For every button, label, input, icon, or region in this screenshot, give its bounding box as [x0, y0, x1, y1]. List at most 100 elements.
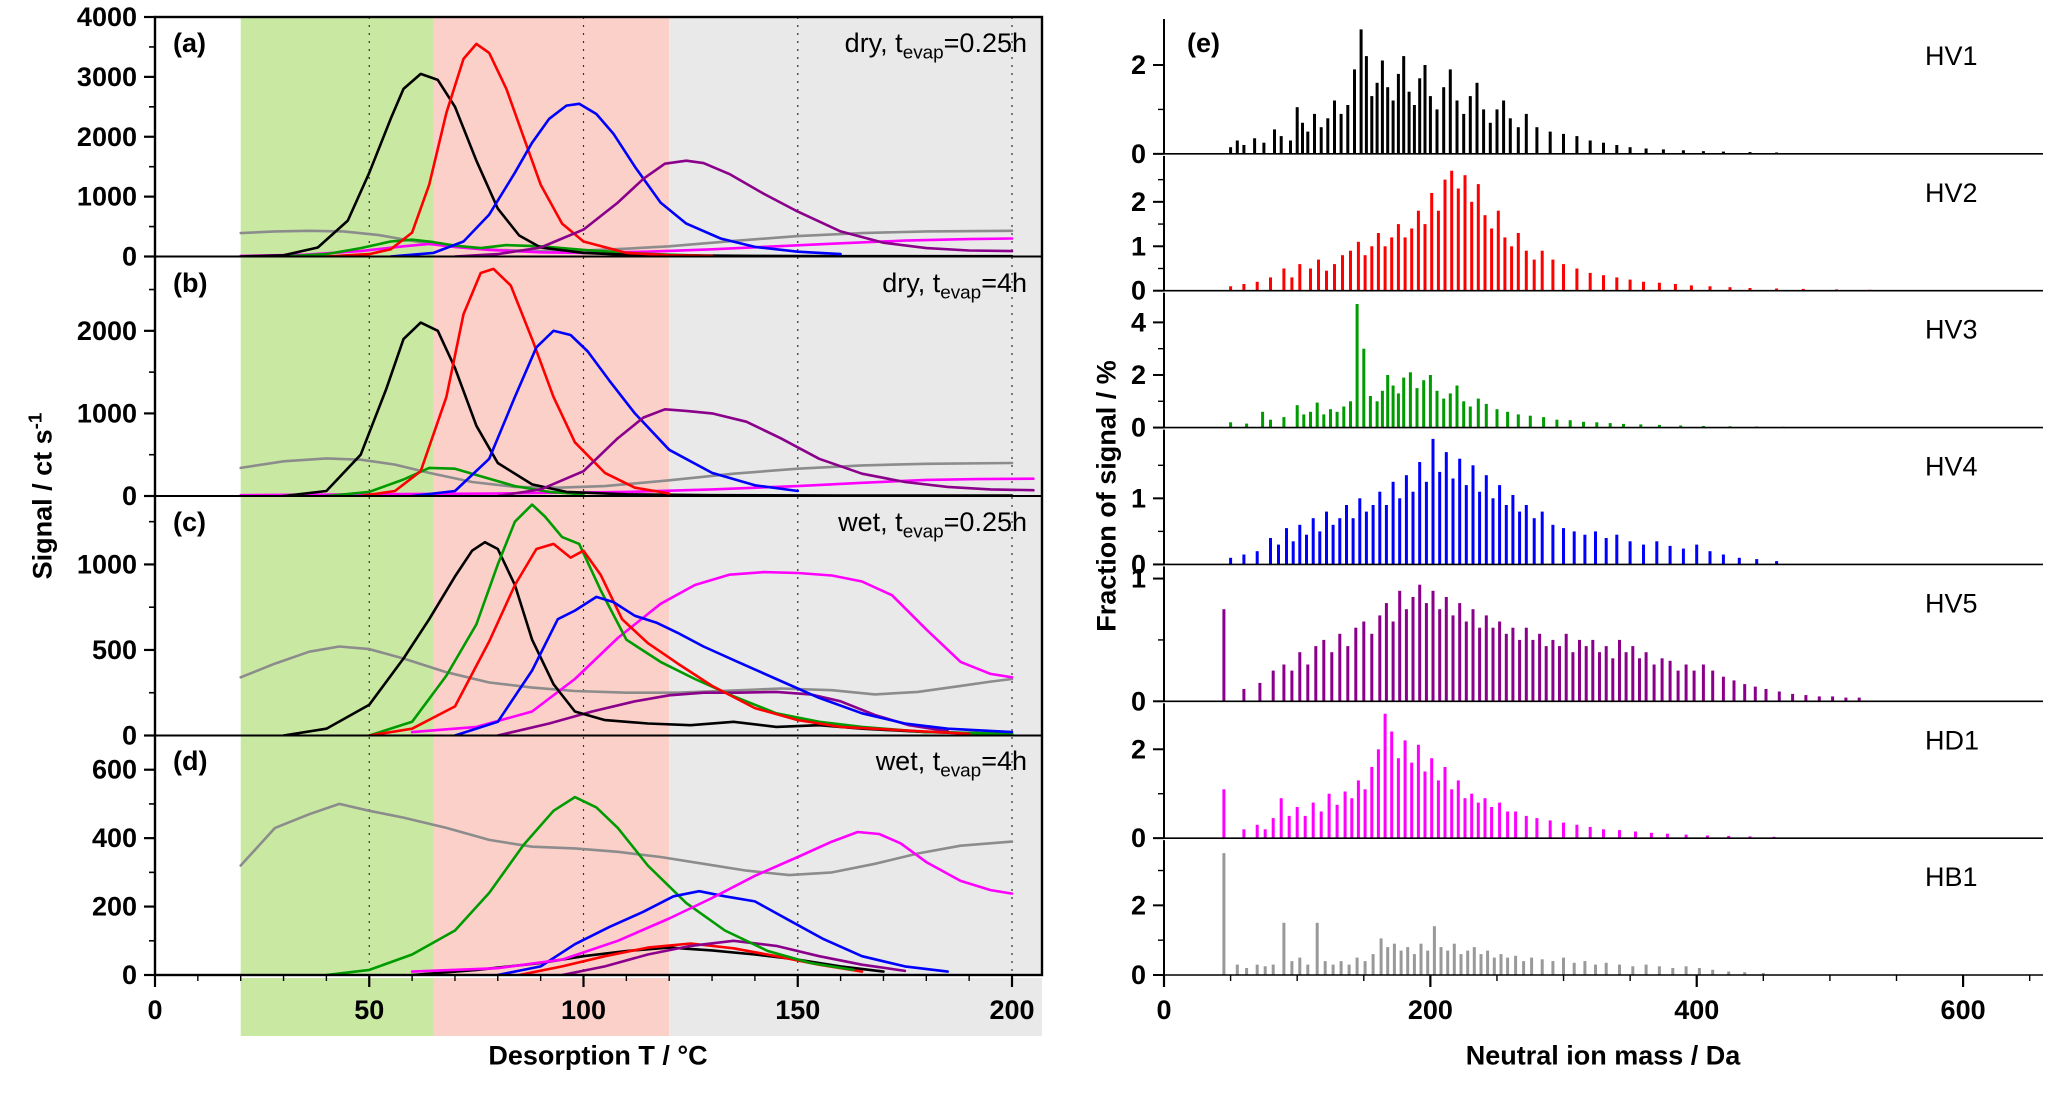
y-tick-label: 400 — [92, 823, 137, 853]
spectrum-bar — [1255, 551, 1259, 565]
x-tick-label: 150 — [775, 995, 820, 1025]
y-tick-label: 2000 — [77, 122, 137, 152]
spectrum-bar — [1572, 962, 1576, 975]
spectrum-bar — [1407, 91, 1411, 154]
y-tick-label: 0 — [122, 481, 137, 511]
spectrum-bar — [1436, 780, 1440, 839]
spectrum-bar — [1532, 259, 1536, 291]
series-red — [367, 542, 971, 736]
spectrum-bar — [1484, 475, 1488, 565]
spectrum-bar — [1331, 964, 1335, 975]
spectrum-bar — [1495, 109, 1499, 154]
background-band-axis-strip — [433, 978, 670, 1036]
y-axis-title-left-main: Signal / ct s — [27, 429, 58, 580]
spectrum-bar — [1306, 664, 1310, 702]
annotation-a-prefix: dry, t — [844, 28, 903, 58]
spectrum-bar — [1269, 538, 1272, 565]
y-tick-label: 0 — [122, 721, 137, 751]
spectrum-bar — [1412, 954, 1416, 975]
y-tick-label: 0 — [1131, 960, 1146, 990]
y-tick-label: 0 — [1131, 549, 1146, 579]
y-tick-label: 1 — [1131, 483, 1146, 513]
spectrum-bar — [1258, 682, 1262, 702]
spectrum-bar — [1540, 250, 1544, 291]
spectrum-bar — [1323, 961, 1327, 975]
spectrum-bar — [1318, 531, 1322, 565]
spectrum-bar — [1287, 815, 1291, 839]
y-axis-title-right: Fraction of signal / % — [1091, 360, 1122, 632]
spectrum-bar — [1510, 246, 1514, 291]
spectrum-bar — [1708, 286, 1712, 291]
spectrum-bar — [1535, 127, 1539, 154]
spectrum-bar — [1353, 69, 1356, 154]
spectrum-bar — [1261, 411, 1265, 428]
spectrum-bar — [1349, 250, 1352, 291]
spectrum-bar — [1584, 646, 1588, 702]
spectrum-bar — [1448, 393, 1452, 428]
spectrum-bar — [1524, 113, 1528, 154]
spectrum-bar — [1452, 943, 1456, 975]
spectrum-bar — [1346, 646, 1350, 702]
annotation-b-suffix: =4h — [981, 268, 1027, 298]
spectrum-bar — [1408, 372, 1412, 428]
spectrum-bar — [1705, 835, 1709, 839]
spectrum-bar — [1562, 822, 1565, 839]
spectrum-bar — [1657, 424, 1661, 428]
spectrum-bar — [1271, 818, 1275, 839]
spectrum-bar — [1428, 96, 1432, 154]
spectrum-bar — [1333, 264, 1336, 291]
spectrum-bar — [1390, 731, 1394, 839]
spectrum-bar — [1857, 697, 1861, 702]
spectrum-bar — [1611, 658, 1615, 702]
spectrum-bar — [1737, 557, 1741, 565]
series-gray — [239, 802, 1014, 877]
spectrum-bar — [1311, 802, 1315, 839]
spectrum-name: HV4 — [1925, 452, 1978, 482]
spectrum-bar — [1279, 798, 1283, 839]
spectrum-bar — [1642, 544, 1645, 565]
spectrum-bar — [1504, 633, 1508, 702]
series-blue — [389, 102, 842, 257]
spectrum-bar — [1333, 100, 1336, 154]
spectrum-bar — [1380, 60, 1384, 154]
background-band-axis-strip — [240, 978, 434, 1036]
spectrum-bar — [1222, 789, 1226, 839]
spectrum-bar — [1486, 950, 1490, 975]
spectrum-bar — [1475, 82, 1479, 154]
spectrum-bar — [1472, 947, 1476, 975]
spectrum-bar — [1466, 950, 1470, 975]
y-tick-label: 1 — [1131, 231, 1146, 261]
spectrum-bar — [1540, 959, 1544, 975]
spectrum-bar — [1362, 348, 1366, 428]
spectrum-bar — [1351, 518, 1355, 565]
spectrum-bar — [1439, 947, 1443, 975]
spectrum-bar — [1371, 954, 1375, 975]
spectrum-bar — [1476, 184, 1480, 291]
spectrum-bar — [1347, 964, 1351, 975]
spectrum-bar — [1743, 972, 1747, 975]
spectrum-bar — [1463, 798, 1467, 839]
spectrum-bar — [1442, 398, 1446, 428]
spectrum-bar — [1602, 829, 1605, 839]
spectrum-bar — [1791, 693, 1795, 702]
spectrum-bar — [1470, 793, 1474, 839]
y-tick-label: 1000 — [77, 182, 137, 212]
spectrum-bar — [1622, 423, 1625, 428]
spectrum-bar — [1831, 696, 1835, 702]
spectrum-bar — [1644, 964, 1648, 975]
spectrum-bar — [1538, 633, 1542, 702]
spectrum-bar — [1516, 233, 1520, 291]
spectrum-bar — [1418, 584, 1422, 702]
y-tick-label: 1000 — [77, 549, 137, 579]
spectrum-bar — [1338, 633, 1342, 702]
x-tick-label: 0 — [1156, 995, 1171, 1025]
spectrum-bar — [1582, 421, 1585, 428]
spectrum-bar — [1314, 646, 1318, 702]
spectrum-bar — [1628, 279, 1632, 291]
spectrum-bar — [1396, 393, 1400, 428]
spectrum-bar — [1551, 961, 1555, 975]
spectrum-bar — [1748, 152, 1752, 154]
spectrum-bar — [1229, 286, 1233, 291]
spectrum-bar — [1229, 147, 1233, 154]
